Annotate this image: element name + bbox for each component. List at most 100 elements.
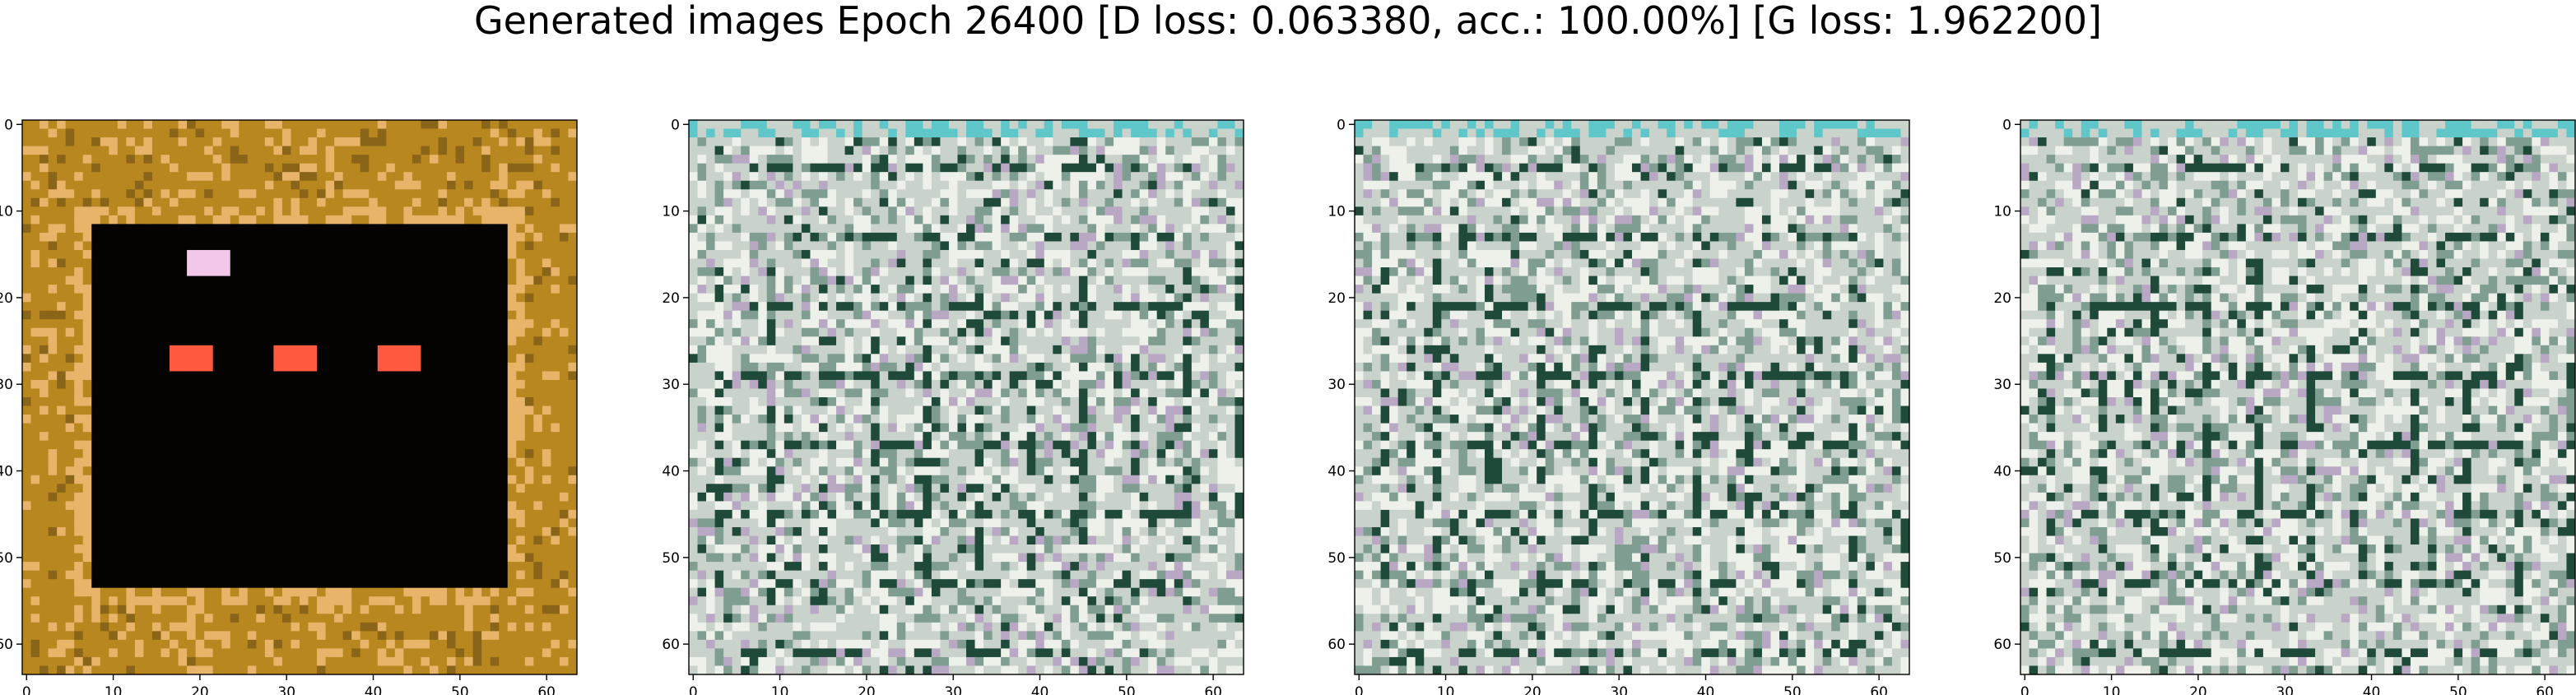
image-pixel (160, 276, 170, 285)
image-pixel (325, 622, 335, 632)
image-pixel (801, 120, 811, 129)
image-pixel (758, 224, 768, 234)
image-pixel (551, 232, 560, 242)
image-pixel (221, 518, 231, 528)
image-pixel (455, 579, 465, 589)
image-pixel (472, 457, 482, 467)
image-pixel (134, 310, 144, 320)
image-pixel (542, 596, 551, 606)
image-pixel (369, 587, 379, 597)
image-pixel (342, 605, 352, 614)
image-pixel (342, 155, 352, 164)
image-pixel (524, 639, 534, 649)
image-pixel (22, 665, 31, 675)
image-pixel (239, 172, 249, 182)
image-pixel (74, 293, 84, 303)
image-pixel (524, 553, 534, 563)
image-pixel (568, 146, 578, 155)
image-pixel (481, 535, 491, 545)
image-pixel (57, 319, 67, 329)
image-pixel (308, 354, 318, 364)
image-pixel (48, 622, 58, 632)
image-pixel (793, 197, 802, 207)
image-pixel (308, 570, 318, 580)
image-pixel (568, 665, 578, 675)
image-pixel (22, 276, 31, 285)
image-pixel (91, 570, 101, 580)
image-pixel (308, 232, 318, 242)
image-pixel (264, 639, 274, 649)
image-pixel (281, 432, 291, 442)
image-pixel (481, 258, 491, 268)
image-pixel (230, 172, 239, 182)
image-pixel (308, 189, 318, 199)
image-pixel (438, 388, 448, 398)
image-pixel (360, 146, 370, 155)
image-pixel (187, 379, 197, 389)
image-pixel (325, 319, 335, 329)
image-pixel (533, 596, 543, 606)
image-pixel (793, 189, 802, 199)
image-pixel (1095, 172, 1105, 182)
image-pixel (291, 232, 300, 242)
image-pixel (256, 570, 266, 580)
image-pixel (966, 232, 975, 242)
image-pixel (325, 475, 335, 484)
image-pixel (160, 189, 170, 199)
image-pixel (273, 509, 283, 519)
image-pixel (464, 354, 474, 364)
image-pixel (351, 605, 361, 614)
image-pixel (360, 241, 370, 251)
image-pixel (862, 180, 872, 190)
image-pixel (170, 397, 179, 406)
image-pixel (507, 596, 517, 606)
image-pixel (195, 665, 205, 675)
image-pixel (291, 388, 300, 398)
image-pixel (559, 484, 569, 493)
image-pixel (542, 535, 551, 545)
image-pixel (923, 206, 932, 216)
image-pixel (230, 423, 239, 433)
image-pixel (386, 587, 396, 597)
image-pixel (714, 224, 724, 234)
image-pixel (30, 241, 40, 251)
image-pixel (1165, 206, 1175, 216)
image-pixel (22, 371, 31, 381)
image-pixel (273, 457, 283, 467)
image-pixel (221, 631, 231, 641)
image-pixel (369, 197, 379, 207)
image-pixel (325, 614, 335, 623)
image-pixel (533, 215, 543, 225)
image-pixel (230, 501, 239, 511)
image-pixel (308, 249, 318, 259)
image-pixel (438, 128, 448, 138)
image-pixel (403, 397, 413, 406)
image-pixel (126, 656, 136, 666)
image-pixel (568, 362, 578, 372)
image-pixel (1035, 189, 1045, 199)
image-pixel (1018, 172, 1028, 182)
image-pixel (542, 310, 551, 320)
image-pixel (879, 163, 889, 173)
image-pixel (230, 137, 239, 146)
image-pixel (533, 285, 543, 294)
image-pixel (65, 293, 75, 303)
image-pixel (151, 579, 161, 589)
image-pixel (758, 172, 768, 182)
image-pixel (170, 622, 179, 632)
image-pixel (230, 310, 239, 320)
image-pixel (914, 172, 923, 182)
image-pixel (151, 432, 161, 442)
image-pixel (1104, 155, 1114, 164)
image-pixel (481, 155, 491, 164)
image-pixel (325, 146, 335, 155)
image-pixel (516, 258, 526, 268)
image-pixel (273, 327, 283, 337)
image-pixel (516, 449, 526, 459)
image-pixel (256, 293, 266, 303)
image-pixel (22, 232, 31, 242)
image-pixel (438, 648, 448, 658)
image-pixel (91, 466, 101, 476)
image-pixel (689, 163, 698, 173)
